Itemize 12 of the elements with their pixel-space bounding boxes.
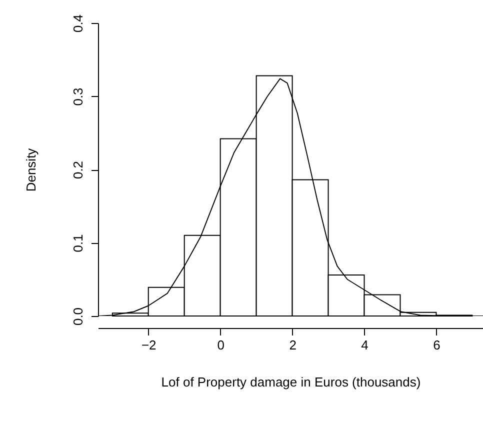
x-tick-label: 6	[433, 338, 440, 352]
y-axis-title: Density	[24, 148, 38, 192]
y-tick-label: 0.1	[70, 234, 86, 252]
y-tick-label: 0.0	[70, 307, 86, 326]
y-tick-label: 0.3	[70, 88, 86, 106]
x-tick-label: 2	[289, 338, 296, 352]
x-axis-title: Lof of Property damage in Euros (thousands)	[161, 374, 421, 390]
y-tick-label: 0.4	[70, 14, 86, 33]
x-tick-label: 0	[217, 338, 224, 352]
y-tick-label: 0.2	[70, 160, 86, 180]
x-tick-label: −2	[141, 338, 156, 352]
x-tick-label: 4	[361, 338, 368, 352]
